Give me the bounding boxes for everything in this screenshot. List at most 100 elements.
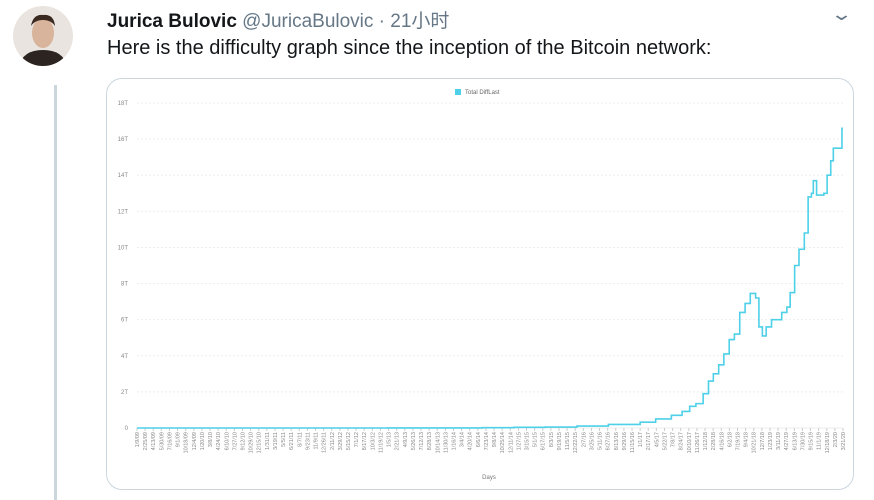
x-tick-label: 2/21/13 xyxy=(395,432,401,450)
x-tick-label: 4/9/13 xyxy=(403,432,409,447)
x-tick-label: 8/17/12 xyxy=(362,432,368,450)
x-tick-label: 1/23/19 xyxy=(768,432,774,450)
x-tick-label: 6/17/15 xyxy=(541,432,547,450)
x-tick-label: 5/11/16 xyxy=(598,432,604,450)
x-tick-label: 3/21/20 xyxy=(841,432,847,450)
legend-label[interactable]: Total DiffLast xyxy=(465,90,500,96)
x-tick-label: 1/27/15 xyxy=(516,432,522,450)
x-tick-label: 10/10/17 xyxy=(687,432,693,453)
x-tick-label: 4/5/17 xyxy=(654,432,660,447)
y-tick-label: 14T xyxy=(118,173,129,179)
x-tick-label: 9/1/09 xyxy=(176,432,182,447)
x-tick-label: 6/13/19 xyxy=(792,432,798,450)
x-tick-label: 5/15/12 xyxy=(346,432,352,450)
x-tick-label: 4/16/18 xyxy=(719,432,725,450)
x-tick-label: 9/15/19 xyxy=(809,432,815,450)
legend-swatch xyxy=(455,89,461,95)
x-tick-label: 12/18/19 xyxy=(825,432,831,453)
timestamp[interactable]: 21小时 xyxy=(390,11,450,32)
x-tick-label: 6/27/16 xyxy=(606,432,612,450)
x-tick-label: 11/9/11 xyxy=(314,432,320,450)
x-tick-label: 3/15/15 xyxy=(525,432,531,450)
x-tick-label: 8/7/11 xyxy=(297,432,303,447)
x-tick-label: 10/21/18 xyxy=(752,432,758,453)
x-tick-label: 3/25/16 xyxy=(589,432,595,450)
x-tick-label: 7/12/13 xyxy=(419,432,425,450)
x-tick-label: 2/17/17 xyxy=(646,432,652,450)
x-tick-label: 7/16/09 xyxy=(167,432,173,450)
y-tick-label: 10T xyxy=(118,245,129,251)
x-tick-label: 2/25/09 xyxy=(143,432,149,450)
x-tick-label: 10/29/10 xyxy=(249,432,255,453)
x-tick-label: 11/1/19 xyxy=(817,432,823,450)
x-tick-label: 2/7/16 xyxy=(581,432,587,447)
x-tick-label: 11/5/15 xyxy=(565,432,571,450)
x-tick-label: 5/22/17 xyxy=(662,432,668,450)
x-tick-label: 8/28/13 xyxy=(427,432,433,450)
x-tick-label: 10/25/14 xyxy=(500,432,506,453)
y-tick-label: 6T xyxy=(121,318,128,324)
x-tick-label: 2/28/18 xyxy=(711,432,717,450)
x-tick-label: 11/26/17 xyxy=(695,432,701,453)
author-name[interactable]: Jurica Bulovic xyxy=(107,11,237,32)
x-tick-label: 9/8/14 xyxy=(492,432,498,447)
x-tick-label: 7/23/14 xyxy=(484,432,490,450)
series-line-total-difflast xyxy=(137,127,843,429)
avatar[interactable] xyxy=(13,6,73,66)
x-tick-label: 8/24/17 xyxy=(679,432,685,450)
x-tick-label: 2/3/20 xyxy=(833,432,839,447)
thread-line xyxy=(54,85,57,500)
x-tick-label: 1/12/18 xyxy=(703,432,709,450)
x-tick-label: 9/19/15 xyxy=(557,432,563,450)
x-tick-label: 8/13/16 xyxy=(614,432,620,450)
x-tick-label: 2/11/12 xyxy=(330,432,336,450)
x-tick-label: 7/19/18 xyxy=(736,432,742,450)
x-tick-label: 12/11/14 xyxy=(508,432,514,453)
x-tick-label: 7/1/12 xyxy=(354,432,360,447)
x-tick-label: 7/27/10 xyxy=(232,432,238,450)
y-tick-label: 2T xyxy=(121,390,128,396)
x-tick-label: 4/20/14 xyxy=(468,432,474,450)
tweet-image-card[interactable] xyxy=(106,78,854,490)
x-tick-label: 3/4/14 xyxy=(460,432,466,447)
y-tick-label: 12T xyxy=(118,209,129,215)
x-tick-label: 1/1/17 xyxy=(638,432,644,447)
chevron-down-icon[interactable]: ⌄ xyxy=(830,4,853,24)
x-tick-label: 6/6/14 xyxy=(476,432,482,447)
x-tick-label: 1/5/13 xyxy=(387,432,393,447)
x-tick-label: 12/15/10 xyxy=(257,432,263,453)
tweet-text: Here is the difficulty graph since the i… xyxy=(107,37,712,59)
author-handle[interactable]: @JuricaBulovic xyxy=(242,11,374,32)
y-tick-label: 4T xyxy=(121,354,128,360)
x-tick-label: 3/11/19 xyxy=(776,432,782,450)
x-tick-label: 11/19/12 xyxy=(378,432,384,453)
x-tick-label: 1/16/14 xyxy=(451,432,457,450)
x-tick-label: 10/18/09 xyxy=(184,432,190,453)
y-tick-label: 8T xyxy=(121,282,128,288)
x-tick-label: 6/2/18 xyxy=(727,432,733,447)
x-tick-label: 12/4/09 xyxy=(192,432,198,450)
x-tick-label: 12/26/11 xyxy=(322,432,328,453)
x-tick-label: 1/9/09 xyxy=(135,432,141,447)
x-tick-label: 5/1/15 xyxy=(533,432,539,447)
y-tick-label: 16T xyxy=(118,137,129,143)
x-tick-label: 6/21/11 xyxy=(289,432,295,450)
x-tick-label: 3/19/11 xyxy=(273,432,279,450)
x-tick-label: 5/30/09 xyxy=(159,432,165,450)
x-tick-label: 7/30/19 xyxy=(800,432,806,450)
x-tick-label: 1/31/11 xyxy=(265,432,271,450)
avatar-portrait-icon xyxy=(19,14,67,66)
separator: · xyxy=(378,11,385,32)
x-tick-label: 7/8/17 xyxy=(671,432,677,447)
x-axis-title: Days xyxy=(482,475,496,481)
x-tick-label: 11/30/13 xyxy=(443,432,449,453)
x-tick-label: 9/29/16 xyxy=(622,432,628,450)
x-tick-label: 12/7/18 xyxy=(760,432,766,450)
x-tick-label: 4/24/10 xyxy=(216,432,222,450)
x-tick-label: 10/3/12 xyxy=(370,432,376,450)
x-tick-label: 9/23/11 xyxy=(305,432,311,450)
x-tick-label: 4/27/19 xyxy=(784,432,790,450)
x-tick-label: 11/15/16 xyxy=(630,432,636,453)
x-tick-label: 5/26/13 xyxy=(411,432,417,450)
